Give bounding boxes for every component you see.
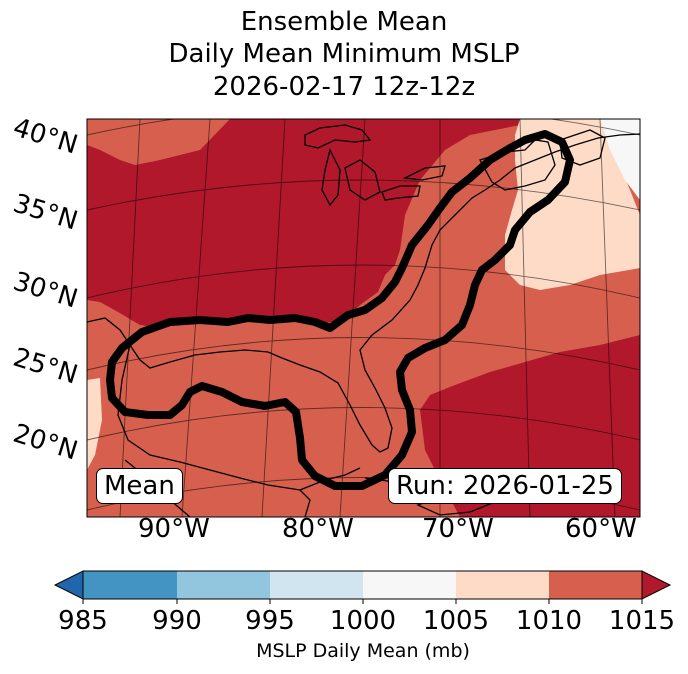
mslp-field-1010-1015-nw	[87, 119, 230, 165]
colorbar-tick: 985	[58, 606, 108, 636]
colorbar-bin-1010-1015	[549, 571, 642, 599]
colorbar-bin-985-990	[83, 571, 177, 599]
map-frame	[86, 118, 641, 518]
colorbar-tick: 990	[152, 606, 202, 636]
colorbar-label: MSLP Daily Mean (mb)	[256, 640, 470, 662]
colorbar-bin-1000-1005	[363, 571, 456, 599]
stat-label-box: Mean	[96, 468, 183, 504]
colorbar-tick: 1010	[515, 606, 583, 636]
title-line-2: Daily Mean Minimum MSLP	[168, 39, 520, 69]
coastlines	[87, 124, 640, 517]
mslp-field-1000-1005	[600, 119, 640, 200]
run-date-box: Run: 2026-01-25	[388, 468, 622, 504]
colorbar-extend-low	[53, 570, 84, 600]
mslp-field-1005-1010-west	[87, 378, 102, 470]
colorbar-bin-990-995	[177, 571, 270, 599]
bold-contour	[106, 130, 574, 490]
colorbar-tick: 995	[245, 606, 295, 636]
lon-label-80w: 80°W	[282, 514, 354, 544]
title-line-1: Ensemble Mean	[240, 7, 448, 37]
colorbar-tick: 1000	[329, 606, 397, 636]
map-panel	[87, 119, 640, 517]
mslp-field-1005-1010	[505, 119, 640, 290]
mslp-field-above-1015-north	[87, 119, 520, 328]
title-line-3: 2026-02-17 12z-12z	[212, 72, 476, 102]
colorbar-extend-high	[641, 570, 672, 600]
lon-label-70w: 70°W	[422, 514, 494, 544]
colorbar-bin-1005-1010	[456, 571, 549, 599]
colorbar-tick: 1005	[422, 606, 490, 636]
lon-label-90w: 90°W	[138, 514, 210, 544]
colorbar-bin-995-1000	[270, 571, 363, 599]
colorbar-tick: 1015	[608, 606, 676, 636]
lon-label-60w: 60°W	[565, 514, 637, 544]
colorbar	[53, 570, 672, 604]
